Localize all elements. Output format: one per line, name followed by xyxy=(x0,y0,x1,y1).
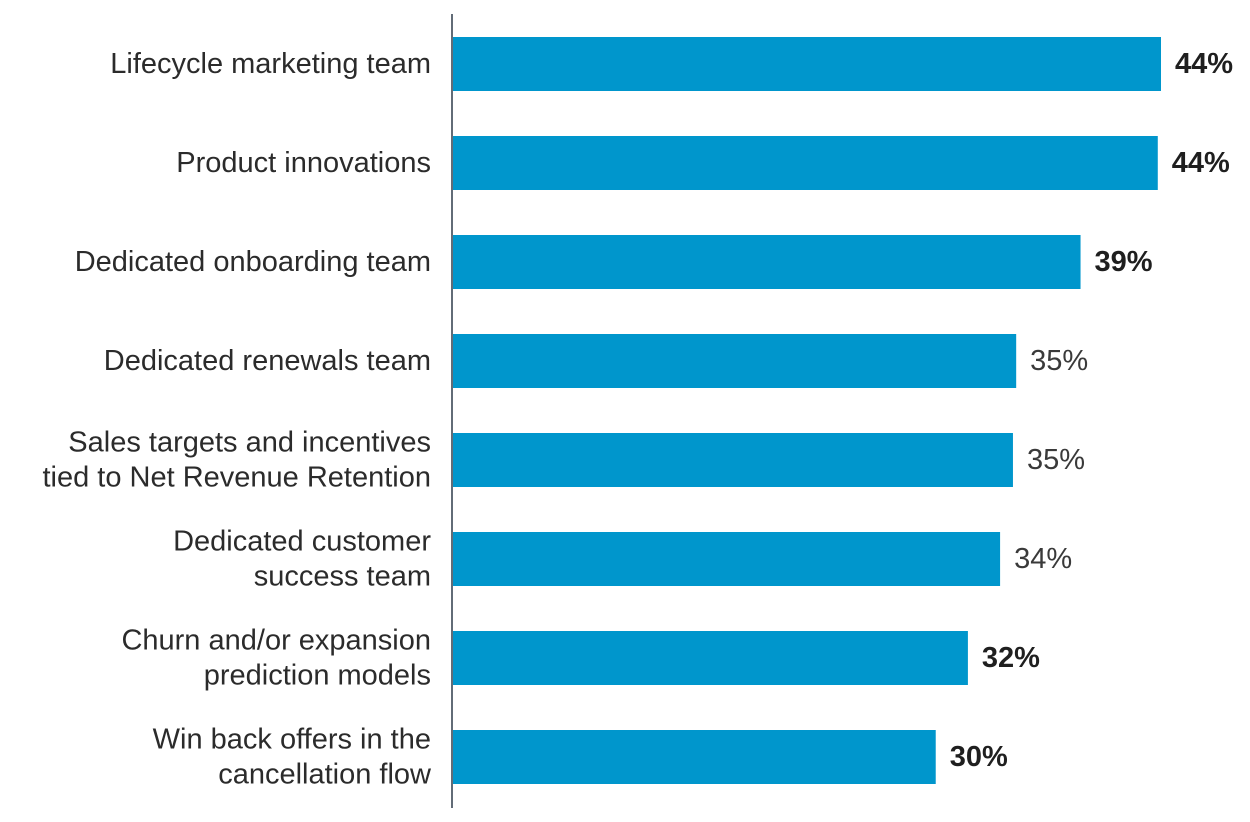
bar-7 xyxy=(453,730,936,784)
category-label-5-line-1: success team xyxy=(254,561,431,593)
category-label-7-line-0: Win back offers in the xyxy=(153,724,431,756)
value-label-0: 44% xyxy=(1175,48,1233,80)
category-label-4-line-1: tied to Net Revenue Retention xyxy=(42,462,431,494)
bar-0 xyxy=(453,37,1161,91)
value-label-7: 30% xyxy=(950,741,1008,773)
category-label-5-line-0: Dedicated customer xyxy=(173,526,431,558)
category-label-0: Lifecycle marketing team xyxy=(110,48,431,80)
bar-6 xyxy=(453,631,968,685)
category-labels-layer: Lifecycle marketing team Product innovati… xyxy=(42,48,432,791)
value-labels-layer: 44% 44% 39% 35% 35% 34% 32% 30% xyxy=(950,48,1234,773)
category-label-1: Product innovations xyxy=(176,147,431,179)
value-label-5: 34% xyxy=(1014,543,1072,575)
category-label-3: Dedicated renewals team xyxy=(104,345,431,377)
bar-5 xyxy=(453,532,1001,586)
bar-4 xyxy=(453,433,1013,487)
bar-3 xyxy=(453,334,1017,388)
bar-1 xyxy=(453,136,1158,190)
value-label-6: 32% xyxy=(982,642,1040,674)
category-label-2: Dedicated onboarding team xyxy=(75,246,431,278)
category-label-4-line-0: Sales targets and incentives xyxy=(68,427,431,459)
category-label-6-line-1: prediction models xyxy=(204,660,431,692)
value-label-1: 44% xyxy=(1172,147,1230,179)
category-label-6-line-0: Churn and/or expansion xyxy=(121,625,431,657)
value-label-3: 35% xyxy=(1030,345,1088,377)
category-label-7-line-1: cancellation flow xyxy=(218,759,432,791)
value-label-4: 35% xyxy=(1027,444,1085,476)
bars-layer xyxy=(453,37,1161,784)
value-label-2: 39% xyxy=(1095,246,1153,278)
bar-2 xyxy=(453,235,1081,289)
